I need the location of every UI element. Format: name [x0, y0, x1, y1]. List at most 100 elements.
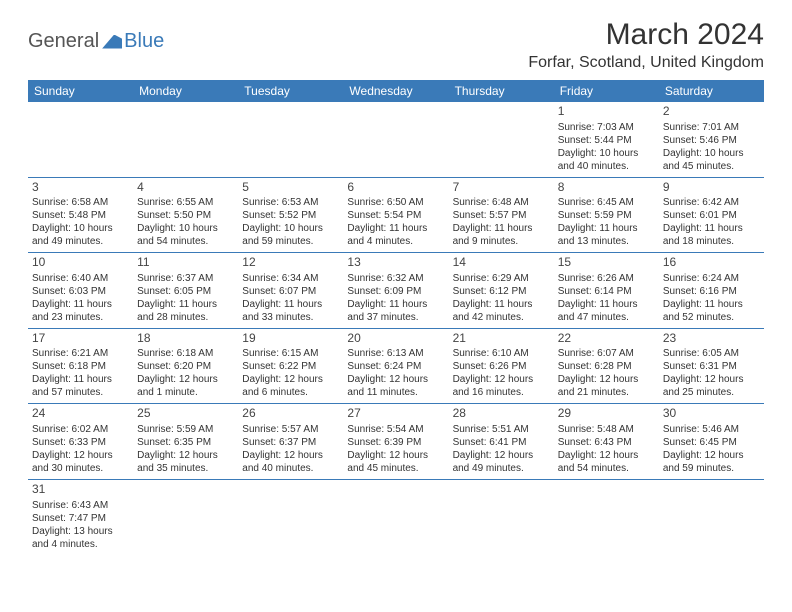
- day-number: 22: [558, 331, 655, 347]
- cell-daylight1: Daylight: 11 hours: [32, 373, 129, 386]
- calendar-cell: [238, 479, 343, 554]
- cell-daylight2: and 16 minutes.: [453, 386, 550, 399]
- calendar-cell: 2Sunrise: 7:01 AMSunset: 5:46 PMDaylight…: [659, 102, 764, 177]
- cell-sunrise: Sunrise: 6:10 AM: [453, 347, 550, 360]
- cell-daylight1: Daylight: 10 hours: [137, 222, 234, 235]
- cell-daylight2: and 11 minutes.: [347, 386, 444, 399]
- calendar-cell: 29Sunrise: 5:48 AMSunset: 6:43 PMDayligh…: [554, 404, 659, 480]
- cell-daylight1: Daylight: 11 hours: [558, 222, 655, 235]
- calendar-cell: 21Sunrise: 6:10 AMSunset: 6:26 PMDayligh…: [449, 328, 554, 404]
- cell-sunrise: Sunrise: 6:55 AM: [137, 196, 234, 209]
- cell-daylight2: and 59 minutes.: [663, 462, 760, 475]
- cell-daylight2: and 4 minutes.: [347, 235, 444, 248]
- day-number: 5: [242, 180, 339, 196]
- cell-sunset: Sunset: 5:52 PM: [242, 209, 339, 222]
- day-header: Monday: [133, 80, 238, 102]
- cell-daylight1: Daylight: 12 hours: [242, 449, 339, 462]
- day-number: 11: [137, 255, 234, 271]
- day-number: 24: [32, 406, 129, 422]
- cell-daylight1: Daylight: 10 hours: [242, 222, 339, 235]
- calendar-cell: 19Sunrise: 6:15 AMSunset: 6:22 PMDayligh…: [238, 328, 343, 404]
- cell-daylight2: and 40 minutes.: [242, 462, 339, 475]
- day-number: 2: [663, 104, 760, 120]
- calendar-cell: 24Sunrise: 6:02 AMSunset: 6:33 PMDayligh…: [28, 404, 133, 480]
- calendar-cell: [343, 102, 448, 177]
- cell-daylight1: Daylight: 12 hours: [347, 449, 444, 462]
- calendar-header-row: SundayMondayTuesdayWednesdayThursdayFrid…: [28, 80, 764, 102]
- cell-daylight2: and 37 minutes.: [347, 311, 444, 324]
- calendar-cell: 6Sunrise: 6:50 AMSunset: 5:54 PMDaylight…: [343, 177, 448, 253]
- cell-sunrise: Sunrise: 6:42 AM: [663, 196, 760, 209]
- cell-sunset: Sunset: 5:59 PM: [558, 209, 655, 222]
- cell-sunset: Sunset: 6:01 PM: [663, 209, 760, 222]
- cell-daylight1: Daylight: 12 hours: [137, 373, 234, 386]
- calendar-cell: 28Sunrise: 5:51 AMSunset: 6:41 PMDayligh…: [449, 404, 554, 480]
- calendar-cell: [28, 102, 133, 177]
- cell-sunrise: Sunrise: 6:50 AM: [347, 196, 444, 209]
- calendar-week-row: 17Sunrise: 6:21 AMSunset: 6:18 PMDayligh…: [28, 328, 764, 404]
- calendar-cell: 25Sunrise: 5:59 AMSunset: 6:35 PMDayligh…: [133, 404, 238, 480]
- cell-sunrise: Sunrise: 6:26 AM: [558, 272, 655, 285]
- day-header: Wednesday: [343, 80, 448, 102]
- logo-flag-icon: [102, 35, 122, 49]
- cell-daylight1: Daylight: 11 hours: [453, 298, 550, 311]
- cell-sunrise: Sunrise: 6:43 AM: [32, 499, 129, 512]
- cell-daylight2: and 28 minutes.: [137, 311, 234, 324]
- day-number: 14: [453, 255, 550, 271]
- cell-sunrise: Sunrise: 6:21 AM: [32, 347, 129, 360]
- cell-sunrise: Sunrise: 6:58 AM: [32, 196, 129, 209]
- day-number: 12: [242, 255, 339, 271]
- cell-sunset: Sunset: 6:20 PM: [137, 360, 234, 373]
- cell-sunrise: Sunrise: 6:24 AM: [663, 272, 760, 285]
- month-title: March 2024: [528, 18, 764, 52]
- cell-sunset: Sunset: 6:05 PM: [137, 285, 234, 298]
- calendar-cell: 9Sunrise: 6:42 AMSunset: 6:01 PMDaylight…: [659, 177, 764, 253]
- cell-daylight1: Daylight: 12 hours: [347, 373, 444, 386]
- calendar-cell: 10Sunrise: 6:40 AMSunset: 6:03 PMDayligh…: [28, 253, 133, 329]
- cell-sunset: Sunset: 6:35 PM: [137, 436, 234, 449]
- cell-daylight1: Daylight: 11 hours: [242, 298, 339, 311]
- cell-sunrise: Sunrise: 5:48 AM: [558, 423, 655, 436]
- cell-daylight1: Daylight: 11 hours: [453, 222, 550, 235]
- calendar-cell: 1Sunrise: 7:03 AMSunset: 5:44 PMDaylight…: [554, 102, 659, 177]
- cell-daylight2: and 18 minutes.: [663, 235, 760, 248]
- cell-sunrise: Sunrise: 6:13 AM: [347, 347, 444, 360]
- calendar-cell: [449, 102, 554, 177]
- title-block: March 2024 Forfar, Scotland, United King…: [528, 18, 764, 72]
- cell-sunrise: Sunrise: 6:02 AM: [32, 423, 129, 436]
- cell-daylight1: Daylight: 12 hours: [558, 449, 655, 462]
- cell-sunset: Sunset: 6:12 PM: [453, 285, 550, 298]
- day-header: Thursday: [449, 80, 554, 102]
- cell-daylight1: Daylight: 12 hours: [32, 449, 129, 462]
- cell-sunset: Sunset: 5:57 PM: [453, 209, 550, 222]
- day-number: 9: [663, 180, 760, 196]
- cell-sunset: Sunset: 6:28 PM: [558, 360, 655, 373]
- calendar-cell: 27Sunrise: 5:54 AMSunset: 6:39 PMDayligh…: [343, 404, 448, 480]
- calendar-cell: [659, 479, 764, 554]
- day-header: Sunday: [28, 80, 133, 102]
- calendar-cell: 31Sunrise: 6:43 AMSunset: 7:47 PMDayligh…: [28, 479, 133, 554]
- day-header: Saturday: [659, 80, 764, 102]
- calendar-week-row: 24Sunrise: 6:02 AMSunset: 6:33 PMDayligh…: [28, 404, 764, 480]
- cell-daylight2: and 4 minutes.: [32, 538, 129, 551]
- day-number: 29: [558, 406, 655, 422]
- cell-daylight1: Daylight: 12 hours: [137, 449, 234, 462]
- cell-sunset: Sunset: 7:47 PM: [32, 512, 129, 525]
- logo: GeneralBlue: [28, 30, 164, 53]
- cell-sunrise: Sunrise: 6:34 AM: [242, 272, 339, 285]
- calendar-cell: 20Sunrise: 6:13 AMSunset: 6:24 PMDayligh…: [343, 328, 448, 404]
- cell-sunrise: Sunrise: 6:48 AM: [453, 196, 550, 209]
- cell-sunset: Sunset: 5:44 PM: [558, 134, 655, 147]
- cell-sunrise: Sunrise: 6:05 AM: [663, 347, 760, 360]
- calendar-cell: 15Sunrise: 6:26 AMSunset: 6:14 PMDayligh…: [554, 253, 659, 329]
- cell-daylight1: Daylight: 12 hours: [663, 449, 760, 462]
- cell-daylight2: and 59 minutes.: [242, 235, 339, 248]
- calendar-cell: 12Sunrise: 6:34 AMSunset: 6:07 PMDayligh…: [238, 253, 343, 329]
- cell-sunrise: Sunrise: 6:32 AM: [347, 272, 444, 285]
- cell-sunrise: Sunrise: 5:46 AM: [663, 423, 760, 436]
- cell-sunrise: Sunrise: 5:54 AM: [347, 423, 444, 436]
- cell-sunrise: Sunrise: 6:15 AM: [242, 347, 339, 360]
- logo-text-general: General: [28, 30, 99, 53]
- day-number: 26: [242, 406, 339, 422]
- cell-sunrise: Sunrise: 6:53 AM: [242, 196, 339, 209]
